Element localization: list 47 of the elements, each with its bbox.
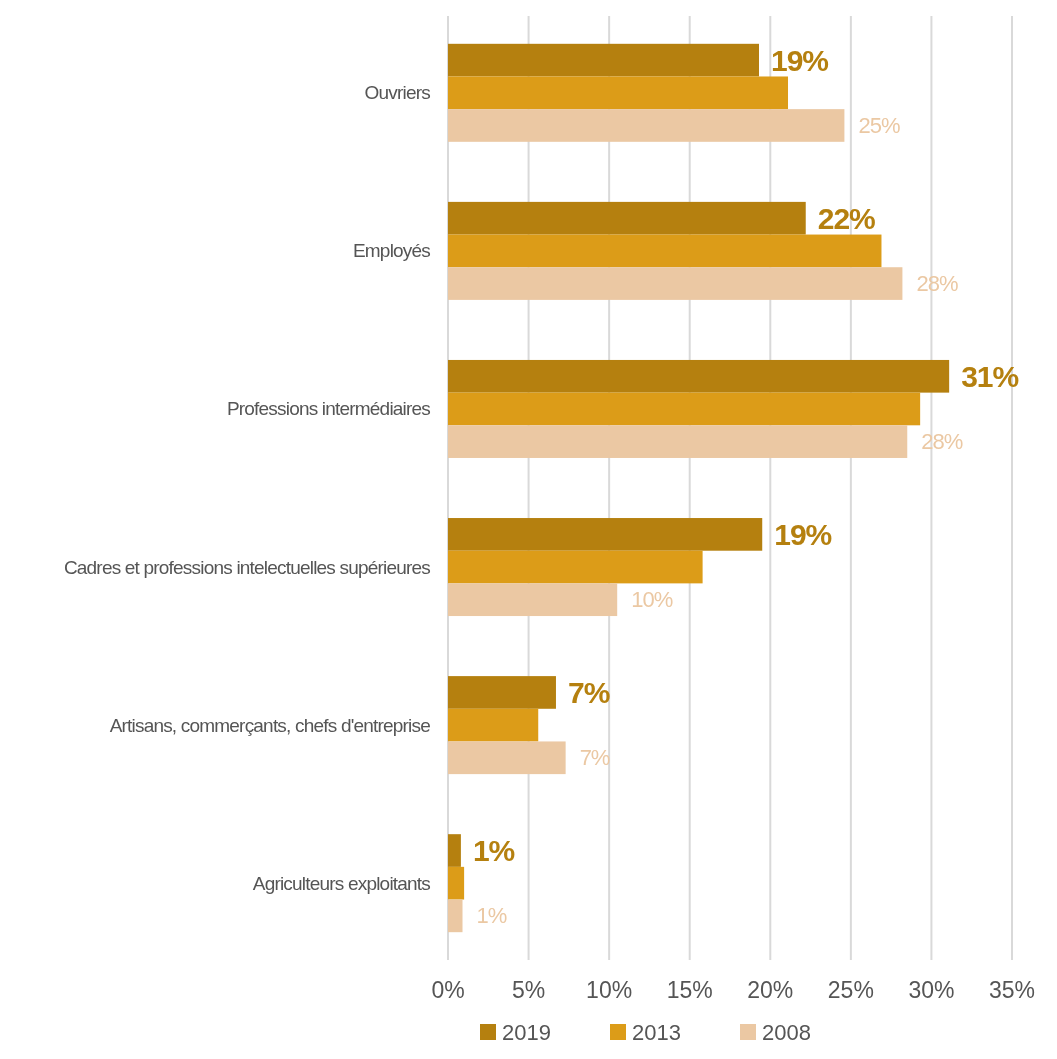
bar (448, 834, 461, 867)
x-tick-label: 30% (908, 977, 955, 1003)
bar (448, 741, 566, 775)
bar (448, 583, 618, 617)
legend-label: 2013 (632, 1019, 681, 1045)
bar (448, 425, 908, 458)
y-tick-label: Artisans, commerçants, chefs d'entreprise (109, 714, 431, 736)
x-tick-label: 10% (586, 977, 633, 1003)
data-label: 1% (476, 903, 507, 929)
legend-label: 2019 (502, 1019, 551, 1045)
y-tick-label: Ouvriers (364, 82, 431, 104)
y-tick-label: Cadres et professions intelectuelles supérieures (63, 556, 431, 578)
bar (448, 109, 845, 142)
bar (448, 708, 539, 742)
x-tick-label: 25% (827, 977, 874, 1003)
data-label: 28% (916, 271, 958, 297)
x-tick-label: 15% (666, 977, 713, 1003)
data-label: 28% (921, 429, 963, 455)
data-label: 19% (771, 43, 829, 77)
x-tick-label: 35% (988, 977, 1036, 1003)
bar (448, 899, 463, 933)
y-tick-label: Employés (352, 240, 431, 262)
y-tick-label: Agriculteurs exploitants (252, 872, 431, 894)
bar (448, 550, 703, 584)
data-label: 31% (961, 359, 1019, 393)
data-label: 25% (858, 112, 900, 138)
x-tick-label: 5% (511, 977, 546, 1003)
bar (448, 866, 465, 900)
data-label: 1% (472, 834, 515, 868)
data-label: 10% (631, 587, 673, 613)
data-label: 19% (774, 517, 832, 551)
x-tick-label: 0% (431, 977, 465, 1003)
bar (448, 359, 950, 393)
data-label: 7% (579, 745, 610, 771)
data-label: 7% (567, 675, 610, 709)
bar (448, 518, 763, 551)
bar (448, 392, 921, 426)
bar (448, 676, 556, 709)
bar (448, 201, 806, 235)
data-label: 22% (817, 201, 876, 235)
bar (448, 76, 789, 110)
x-tick-label: 20% (747, 977, 794, 1003)
legend-label: 2008 (762, 1019, 811, 1045)
y-tick-label: Professions intermédiaires (226, 398, 431, 420)
bar (448, 267, 903, 300)
bar (448, 43, 760, 77)
bar (448, 234, 882, 268)
